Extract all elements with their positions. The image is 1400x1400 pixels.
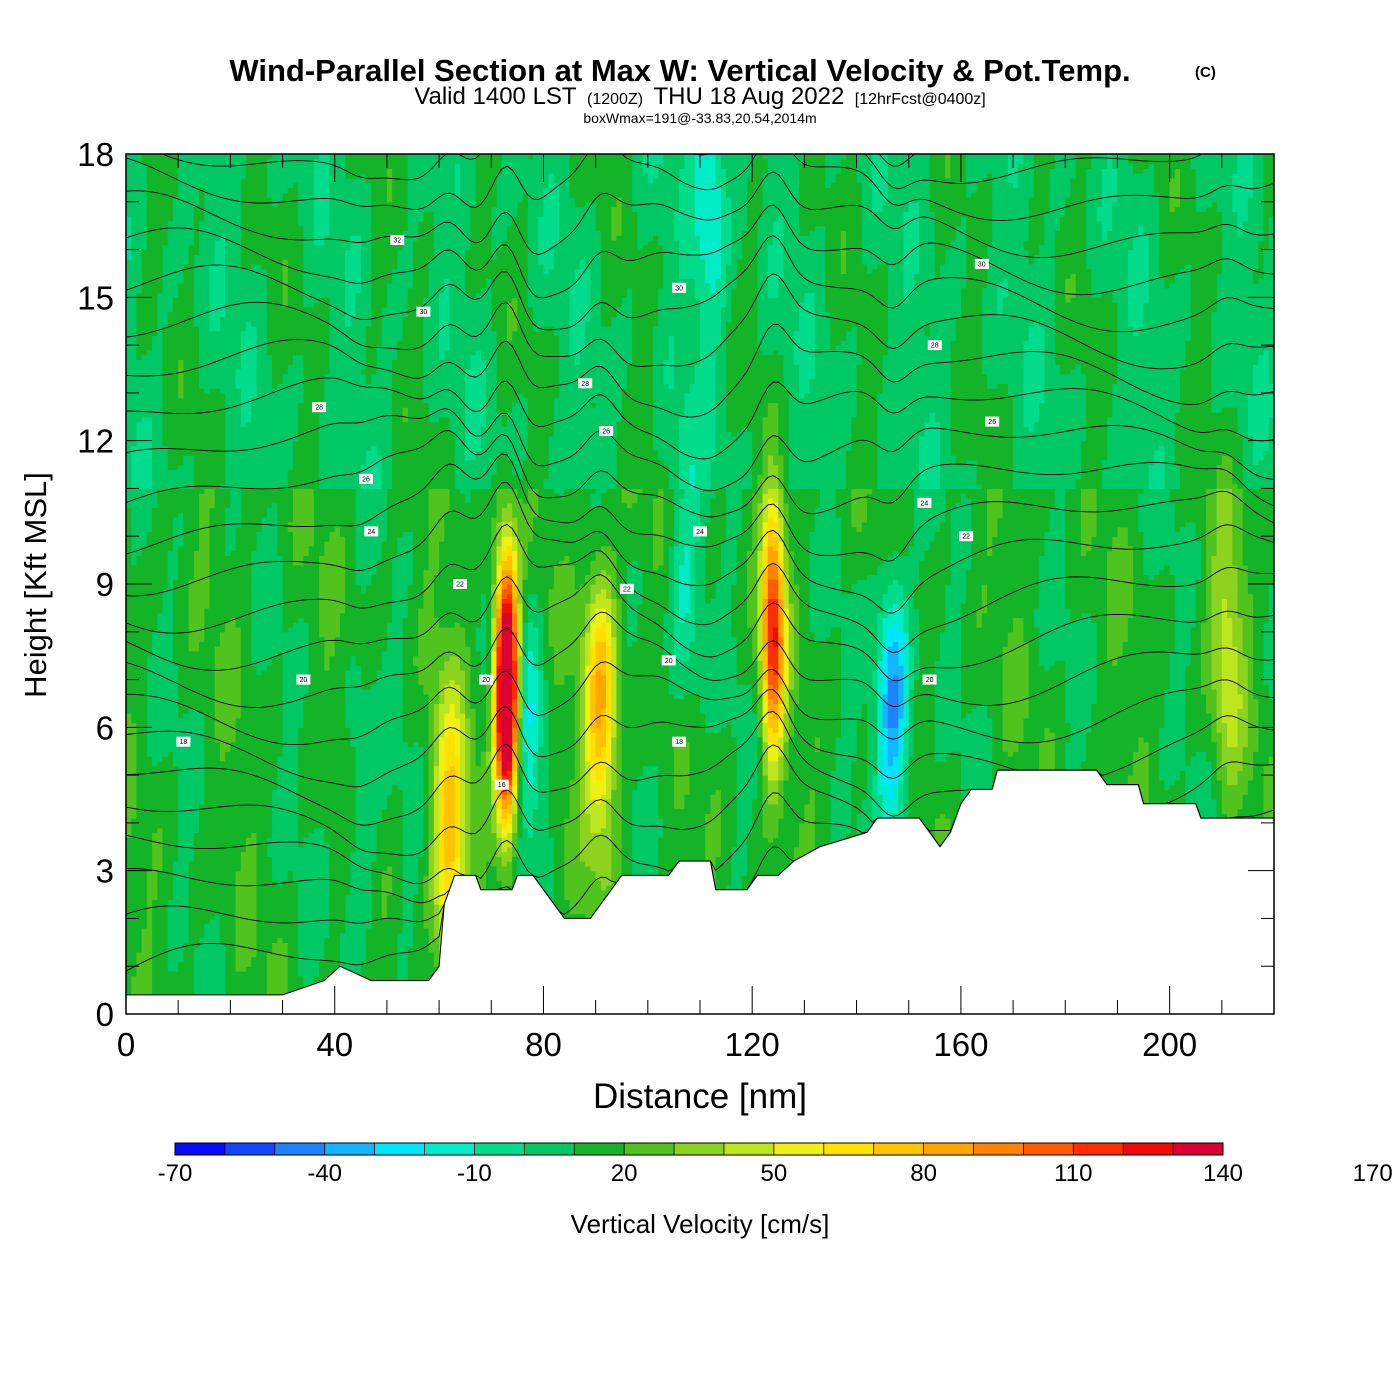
isentrope-label: 22 xyxy=(453,579,467,589)
colorbar-swatch xyxy=(574,1143,624,1155)
x-axis-label: Distance [nm] xyxy=(593,1077,807,1116)
y-axis-label: Height [Kft MSL] xyxy=(18,472,53,698)
forecast-info: [12hrFcst@0400z] xyxy=(855,91,986,108)
colorbar-tick-label: 80 xyxy=(910,1160,937,1187)
colorbar: -70 -40 -10 20 50 80 110 140 170 xyxy=(158,1143,1393,1187)
colorbar-tick-label: 110 xyxy=(1054,1160,1092,1187)
isentrope-label: 20 xyxy=(662,655,676,665)
copyright-mark: (C) xyxy=(1195,64,1216,81)
colorbar-swatch xyxy=(1173,1143,1223,1155)
colorbar-swatch xyxy=(924,1143,974,1155)
isentrope-label: 20 xyxy=(479,675,493,685)
colorbar-swatch xyxy=(1123,1143,1173,1155)
colorbar-swatch xyxy=(425,1143,475,1155)
isentrope-label: 18 xyxy=(176,737,190,747)
colorbar-swatch xyxy=(774,1143,824,1155)
colorbar-tick-label: 20 xyxy=(611,1160,638,1187)
isentrope-label: 16 xyxy=(495,780,509,790)
colorbar-swatch xyxy=(175,1143,225,1155)
valid-utc: (1200Z) xyxy=(587,91,643,108)
isentrope-label: 26 xyxy=(985,417,999,427)
colorbar-swatch xyxy=(624,1143,674,1155)
x-tick-label: 0 xyxy=(117,1026,135,1063)
y-tick-label: 18 xyxy=(77,136,114,173)
colorbar-tick-label: 170 xyxy=(1353,1160,1393,1187)
isentrope-label: 20 xyxy=(923,675,937,685)
isentrope-label: 32 xyxy=(390,235,404,245)
colorbar-label: Vertical Velocity [cm/s] xyxy=(571,1209,830,1239)
y-tick-label: 3 xyxy=(96,853,114,890)
x-tick-label: 40 xyxy=(316,1026,353,1063)
colorbar-swatch xyxy=(674,1143,724,1155)
colorbar-swatch xyxy=(225,1143,275,1155)
colorbar-tick-label: -10 xyxy=(457,1160,492,1187)
y-tick-label: 6 xyxy=(96,709,114,746)
colorbar-tick-label: -70 xyxy=(158,1160,193,1187)
isentrope-label: 26 xyxy=(599,426,613,436)
colorbar-swatch xyxy=(375,1143,425,1155)
colorbar-swatch xyxy=(874,1143,924,1155)
isentrope-label: 30 xyxy=(672,283,686,293)
colorbar-swatch xyxy=(524,1143,574,1155)
isentrope-label: 22 xyxy=(959,531,973,541)
colorbar-swatch xyxy=(474,1143,524,1155)
isentrope-label: 26 xyxy=(359,474,373,484)
isentrope-label: 18 xyxy=(672,737,686,747)
colorbar-swatch xyxy=(325,1143,375,1155)
x-tick-label: 160 xyxy=(933,1026,988,1063)
isentrope-label: 24 xyxy=(917,498,931,508)
x-tick-label: 200 xyxy=(1142,1026,1197,1063)
colorbar-tick-label: 140 xyxy=(1203,1160,1243,1187)
isentrope-label: 20 xyxy=(296,675,310,685)
colorbar-swatch xyxy=(973,1143,1023,1155)
plot-area: 32 30 30 30 28 28 28 26 26 26 24 24 24 22 22 22 20 20 20 20… xyxy=(126,53,1275,1015)
isentrope-label: 30 xyxy=(416,307,430,317)
isentrope-label: 28 xyxy=(312,402,326,412)
valid-date: THU 18 Aug 2022 xyxy=(654,83,845,110)
colorbar-swatch xyxy=(824,1143,874,1155)
y-tick-label: 15 xyxy=(77,279,114,316)
isentrope-label: 28 xyxy=(578,378,592,388)
isentrope-label: 30 xyxy=(975,259,989,269)
x-tick-label: 80 xyxy=(525,1026,562,1063)
isentrope-label: 22 xyxy=(620,584,634,594)
box-info: boxWmax=191@-33.83,20.54,2014m xyxy=(583,110,816,126)
valid-prefix: Valid 1400 LST xyxy=(414,83,577,110)
y-tick-label: 12 xyxy=(77,423,114,460)
y-tick-label: 9 xyxy=(96,566,114,603)
colorbar-swatch xyxy=(1073,1143,1123,1155)
colorbar-swatch xyxy=(724,1143,774,1155)
isentrope-label: 24 xyxy=(364,526,378,536)
colorbar-swatch xyxy=(1023,1143,1073,1155)
x-tick-label: 120 xyxy=(725,1026,780,1063)
colorbar-tick-label: -40 xyxy=(307,1160,342,1187)
y-tick-label: 0 xyxy=(96,996,114,1033)
colorbar-tick-label: 50 xyxy=(761,1160,788,1187)
colorbar-swatch xyxy=(275,1143,325,1155)
isentrope-label: 28 xyxy=(928,340,942,350)
isentrope-label: 24 xyxy=(693,526,707,536)
